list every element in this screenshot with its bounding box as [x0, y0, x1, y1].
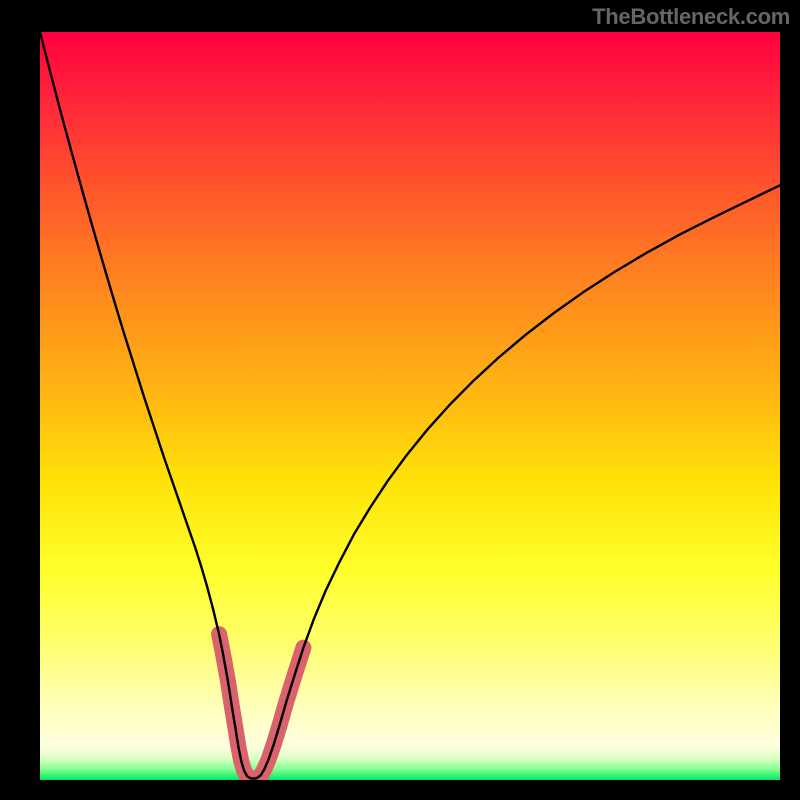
watermark-text: TheBottleneck.com — [592, 4, 790, 30]
chart-background — [40, 32, 780, 780]
bottleneck-curve-chart — [40, 32, 780, 780]
stage: TheBottleneck.com — [0, 0, 800, 800]
plot-area — [40, 32, 780, 780]
